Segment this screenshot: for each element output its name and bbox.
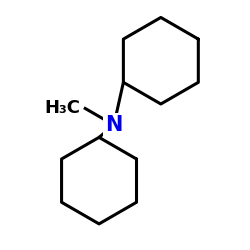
Text: N: N <box>105 115 122 135</box>
Text: H₃C: H₃C <box>44 99 80 117</box>
